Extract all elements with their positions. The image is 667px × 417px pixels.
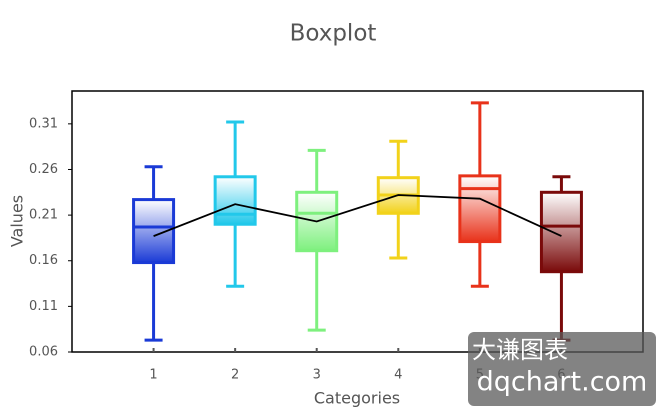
watermark: 大谦图表 dqchart.com xyxy=(468,332,656,406)
x-axis-label: Categories xyxy=(314,389,400,408)
y-tick-label: 0.16 xyxy=(29,253,58,268)
y-tick-label: 0.11 xyxy=(29,299,58,314)
box xyxy=(458,174,502,244)
x-tick-label: 4 xyxy=(394,368,402,383)
watermark-text: dqchart.com xyxy=(477,367,648,398)
mean-line xyxy=(153,194,562,237)
x-tick-label: 1 xyxy=(149,368,157,383)
watermark-text: 大谦图表 xyxy=(472,336,568,364)
y-axis-label: Values xyxy=(8,195,27,247)
plot-frame xyxy=(71,90,644,353)
chart-title: Boxplot xyxy=(290,21,377,47)
y-tick-label: 0.31 xyxy=(29,116,58,131)
box xyxy=(213,175,257,226)
x-tick-label: 2 xyxy=(231,368,239,383)
y-tick-label: 0.21 xyxy=(29,208,58,223)
y-tick-label: 0.06 xyxy=(29,345,58,360)
x-tick-label: 3 xyxy=(313,368,321,383)
box xyxy=(539,190,583,274)
watermark-bg xyxy=(468,332,656,406)
y-tick-label: 0.26 xyxy=(29,162,58,177)
